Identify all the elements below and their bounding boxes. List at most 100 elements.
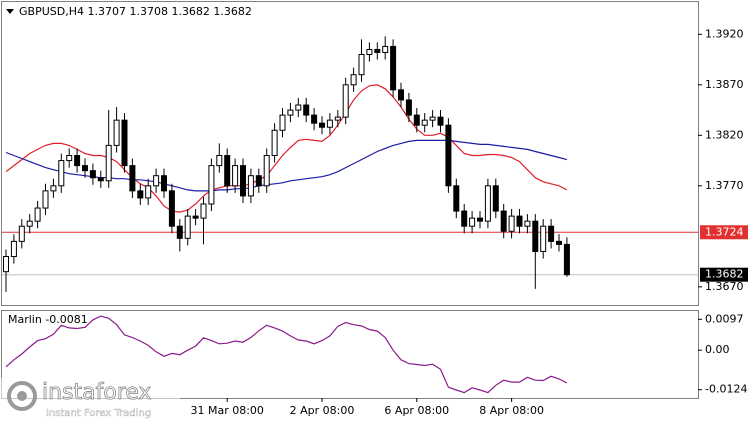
candle-body [176, 225, 183, 239]
candle-body [500, 210, 507, 232]
candle-body [342, 84, 349, 118]
watermark-tagline: Instant Forex Trading [46, 408, 151, 419]
last-price-label: 1.3682 [705, 268, 744, 281]
level-label: 1.3724 [705, 225, 744, 238]
candle-body [453, 185, 460, 212]
candle-body [82, 165, 88, 172]
indicator-tick-label: 0.0097 [705, 312, 744, 325]
candle-body [153, 175, 160, 187]
candle-body [161, 175, 167, 192]
candle-body [398, 89, 404, 101]
y-tick-label: 1.3670 [705, 280, 744, 293]
candle-body [26, 220, 33, 227]
candle-body [10, 240, 17, 258]
header: GBPUSD,H4 1.3707 1.3708 1.3682 1.3682 [19, 5, 252, 18]
plot-layer: 1.3920 1.3870 1.3820 1.3770 1.3670 0.0097 0.00… [2, 27, 748, 417]
y-tick-label: 1.3770 [705, 179, 744, 192]
candle-body [279, 114, 286, 131]
candle-body [287, 109, 294, 116]
candle-body [50, 185, 57, 192]
y-tick-label: 1.3920 [705, 27, 744, 40]
candle-body [263, 155, 270, 187]
x-tick-label: 8 Apr 08:00 [479, 404, 544, 417]
indicator-panel [1, 310, 699, 399]
candle-body [461, 210, 468, 227]
collapse-arrow[interactable] [6, 9, 14, 14]
candle-body [216, 155, 223, 167]
candle-body [358, 54, 365, 76]
watermark-brand: instaforex [42, 380, 152, 405]
candle-body [421, 119, 428, 126]
candle-body [3, 256, 9, 273]
candle-body [516, 215, 523, 227]
last-price-box [700, 267, 748, 282]
candle-body [469, 217, 476, 227]
candle-body [429, 116, 436, 121]
candle-body [145, 185, 152, 199]
candle-body [192, 215, 199, 219]
candle-body [34, 207, 41, 222]
candle-body [556, 240, 562, 245]
candle-body [129, 165, 136, 192]
candle-body [508, 215, 515, 232]
candle-body [405, 99, 412, 116]
candle-body [366, 48, 373, 56]
y-tick-label: 1.3870 [705, 78, 744, 91]
candle-body [74, 155, 81, 167]
candle-body [524, 220, 531, 227]
candle-body [271, 129, 278, 157]
candle-body [240, 165, 246, 197]
candle-body [540, 225, 547, 252]
indicator-tick-label: -0.0124 [705, 383, 747, 396]
indicator-title: Marlin -0.0081 [8, 313, 88, 326]
candle-body [326, 119, 333, 128]
candle-body [232, 165, 239, 187]
candle-body [374, 48, 381, 53]
watermark-logo [7, 381, 37, 411]
candle-body [121, 119, 128, 167]
candle-body [492, 185, 499, 212]
candle-body [311, 114, 318, 124]
candle-body [334, 116, 341, 121]
candle-body [563, 243, 570, 276]
main-panel [1, 1, 699, 306]
candle-body [303, 104, 310, 116]
candle-body [184, 215, 191, 239]
candle-body [295, 104, 302, 111]
candle-body [200, 203, 207, 219]
candle-body [548, 225, 555, 242]
level-label-box [700, 225, 748, 240]
candle-body [484, 185, 491, 222]
x-tick-label: 31 Mar 08:00 [190, 404, 263, 417]
candle-body [445, 124, 452, 187]
candle-body [224, 155, 231, 187]
candle-body [105, 144, 112, 182]
candle-body [350, 74, 357, 86]
candle-body [413, 114, 420, 126]
candle-body [477, 217, 483, 222]
candle-body [532, 220, 539, 252]
candle-body [137, 190, 144, 199]
candle-body [89, 170, 96, 179]
candle-body [437, 116, 444, 126]
moving-average [5, 84, 568, 213]
candle-body [390, 45, 397, 91]
watermark: instaforex Instant Forex Trading [0, 378, 180, 423]
candle-body [66, 155, 73, 162]
indicator-tick-label: 0.00 [705, 343, 730, 356]
candle-body [97, 177, 104, 182]
candle-body [18, 225, 25, 242]
candle-body [247, 175, 254, 197]
x-tick-label: 6 Apr 08:00 [384, 404, 449, 417]
candle-body [208, 165, 215, 205]
candle-body [255, 175, 262, 187]
candle-body [168, 190, 175, 227]
candle-body [382, 45, 389, 53]
indicator-line [5, 315, 568, 394]
candle-body [42, 190, 49, 209]
candle-body [58, 160, 65, 187]
candle-body [319, 122, 325, 128]
candle-body [113, 119, 120, 146]
